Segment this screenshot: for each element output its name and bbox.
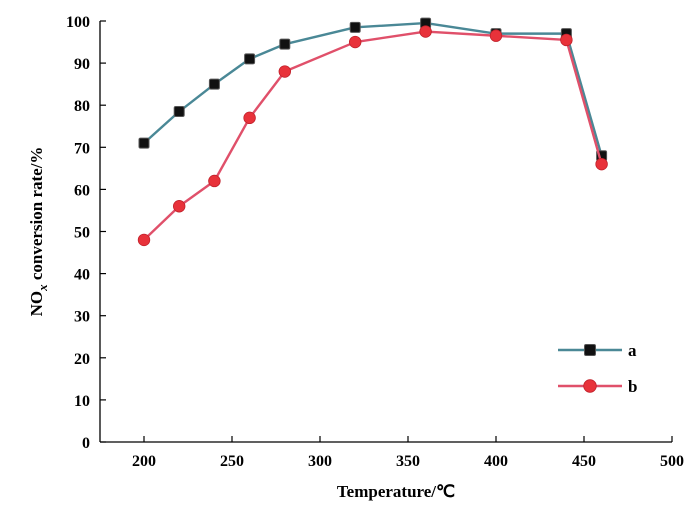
y-tick-label: 50 [74, 225, 90, 242]
y-axis-title-subscript: x [35, 284, 50, 292]
data-point [208, 78, 220, 90]
y-axis-title: NOx conversion rate/% [27, 147, 50, 317]
data-point [489, 29, 503, 42]
x-tick-label: 450 [572, 453, 596, 470]
data-point [137, 233, 151, 247]
x-axis-title: Temperature/℃ [337, 482, 455, 501]
data-point [349, 35, 362, 49]
data-point [173, 106, 185, 118]
x-tick-label: 500 [660, 453, 684, 470]
y-tick-label: 40 [74, 267, 90, 284]
legend: ab [558, 341, 637, 396]
legend-label: a [628, 341, 637, 360]
data-point [244, 53, 256, 65]
x-tick-label: 300 [308, 453, 332, 470]
y-tick-label: 30 [74, 309, 90, 326]
x-tick-label: 200 [132, 453, 156, 470]
y-axis-title-prefix: NO [27, 291, 46, 317]
data-point [243, 111, 256, 125]
legend-item-a: a [558, 341, 637, 360]
data-point [349, 21, 361, 33]
y-tick-label: 60 [74, 182, 90, 199]
data-point [208, 174, 221, 188]
data-point [419, 25, 432, 38]
data-point [279, 38, 291, 50]
series-layer [137, 17, 608, 247]
series-a [138, 17, 608, 162]
y-tick-label: 10 [74, 393, 90, 410]
data-point [172, 200, 186, 213]
data-point [278, 65, 292, 78]
y-tick-label: 90 [74, 56, 90, 73]
series-b [137, 25, 608, 247]
y-axis-title-suffix: conversion rate/% [27, 147, 46, 285]
x-tick-label: 350 [396, 453, 420, 470]
data-point [138, 137, 150, 149]
data-point [595, 157, 608, 171]
y-tick-label: 100 [66, 14, 90, 31]
series-b-line [143, 30, 603, 241]
y-tick-label: 20 [74, 351, 90, 368]
series-a-line [143, 21, 603, 157]
y-tick-label: 70 [74, 140, 90, 157]
data-point [560, 33, 573, 47]
legend-marker [584, 344, 596, 356]
x-tick-label: 400 [484, 453, 508, 470]
axes: 200 250 300 350 400 450 500 0 10 20 30 40 50 60 70 80 90… [66, 14, 684, 470]
y-tick-label: 0 [82, 435, 90, 452]
legend-item-b: b [558, 377, 637, 396]
x-tick-label: 250 [220, 453, 244, 470]
legend-marker [583, 379, 597, 393]
legend-label: b [628, 377, 637, 396]
y-tick-label: 80 [74, 98, 90, 115]
